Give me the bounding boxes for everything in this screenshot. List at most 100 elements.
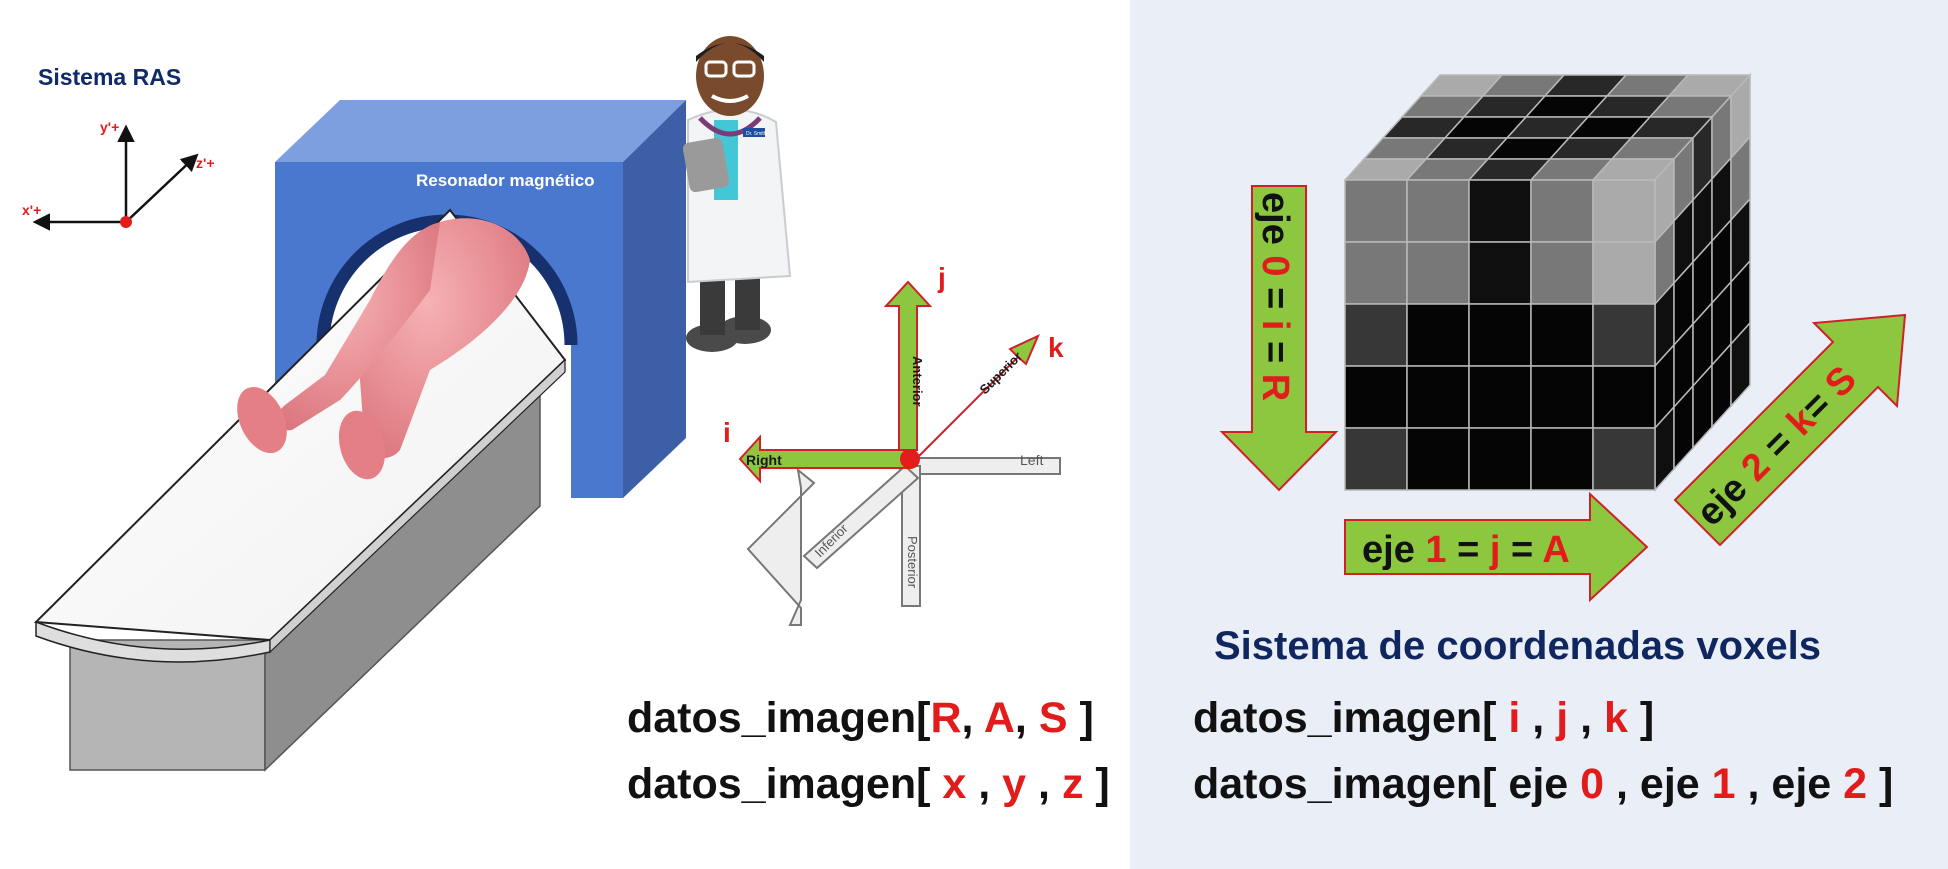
inferior-posterior-base [746, 467, 816, 626]
code-line-ijk: datos_imagen[ i , j , k ] [1193, 694, 1654, 743]
i-label: i [723, 417, 731, 448]
voxel-front [1530, 241, 1594, 305]
patient-right-foot [338, 410, 386, 480]
axis0-text: eje 0 = i = R [1254, 192, 1296, 401]
ras-axes: y'+ z'+ x'+ [22, 119, 215, 231]
axis1-arrow [1344, 491, 1649, 603]
code-sep: , [966, 760, 1003, 808]
cross-origin-dot [900, 449, 920, 469]
code-sep: , [1568, 694, 1604, 742]
doctor-glasses-left [704, 60, 728, 78]
voxel-front [1530, 427, 1594, 491]
axis0-number: 0 [1254, 255, 1296, 276]
voxel-front [1530, 179, 1594, 243]
axis1-eq2: = [1500, 529, 1542, 571]
axis2-arrow [1673, 313, 1907, 547]
voxel-front [1592, 427, 1656, 491]
code-line-ras: datos_imagen[R, A, S ] [627, 694, 1094, 743]
code-axis-1: 1 [1711, 760, 1736, 808]
doctor-illustration: Dr. Smith [682, 36, 792, 352]
code-prefix: datos_imagen[ [1193, 694, 1509, 742]
patient-left-foot [237, 386, 287, 454]
axis1-eq1: = [1447, 529, 1490, 571]
voxel-front [1468, 179, 1532, 243]
axis0-direction: R [1254, 374, 1296, 401]
doctor-head [696, 36, 764, 116]
voxel-front [1530, 303, 1594, 367]
x-axis-label: x'+ [22, 202, 41, 218]
code-line-xyz: datos_imagen[ x , y , z ] [627, 760, 1110, 809]
voxel-front [1406, 241, 1470, 305]
ras-title: Sistema RAS [38, 64, 182, 90]
scanner-side-face [623, 100, 686, 498]
voxel-front [1468, 365, 1532, 429]
code-suffix: ] [1083, 760, 1110, 808]
cube-side-face [1654, 73, 1751, 492]
voxel-front [1468, 427, 1532, 491]
voxel-front [1406, 427, 1470, 491]
axis1-text: eje 1 = j = A [1362, 529, 1570, 571]
anterior-label: Anterior [910, 356, 925, 407]
axis1-direction: A [1542, 529, 1569, 571]
code-suffix: ] [1867, 760, 1894, 808]
code-r: R [930, 694, 962, 742]
axis0-index: i [1254, 320, 1296, 331]
code-y: y [1002, 760, 1027, 808]
code-z: z [1061, 760, 1084, 808]
superior-arrow [909, 333, 1040, 466]
axis1-index: j [1489, 529, 1501, 571]
voxel-front [1468, 241, 1532, 305]
doctor-badge [743, 128, 765, 137]
doctor-stethoscope [698, 116, 762, 137]
voxel-front [1344, 427, 1408, 491]
scanner-label: Resonador magnético [416, 171, 595, 190]
code-suffix: ] [1627, 694, 1655, 742]
voxel-front [1406, 179, 1470, 243]
axis0-arrow [1219, 185, 1339, 492]
code-axis-0: 0 [1580, 760, 1605, 808]
axis0-word: eje [1254, 192, 1296, 255]
voxel-front [1406, 365, 1470, 429]
code-sep: , [961, 694, 984, 742]
direction-cross: j k i Anterior Superior Right Left Infer… [723, 262, 1064, 626]
voxel-title: Sistema de coordenadas voxels [1214, 624, 1821, 668]
code-sep: , eje [1604, 760, 1712, 808]
j-label: j [937, 262, 946, 293]
right-arrow [738, 434, 911, 484]
y-axis-label: y'+ [100, 119, 119, 135]
origin-dot [120, 216, 132, 228]
code-s: S [1038, 694, 1068, 742]
code-sep: , [1520, 694, 1557, 742]
code-prefix: datos_imagen[ eje [1193, 760, 1581, 808]
patient-body [237, 218, 530, 480]
code-j: j [1556, 694, 1569, 742]
code-sep: , eje [1735, 760, 1844, 808]
doctor-coat [687, 108, 792, 284]
axis0-eq1: = [1254, 277, 1296, 320]
bed-side-edge [269, 358, 566, 654]
posterior-label: Posterior [905, 536, 920, 589]
scanner-top-face [275, 100, 686, 162]
code-prefix: datos_imagen[ [627, 694, 931, 742]
z-axis-label: z'+ [196, 155, 215, 171]
code-sep: , [1026, 760, 1062, 808]
voxel-front [1406, 303, 1470, 367]
code-line-axes: datos_imagen[ eje 0 , eje 1 , eje 2 ] [1193, 760, 1893, 809]
voxel-front [1530, 365, 1594, 429]
voxel-front [1344, 179, 1408, 243]
voxel-front [1592, 179, 1656, 243]
code-sep: , [1014, 694, 1039, 742]
voxel-front [1344, 303, 1408, 367]
axis1-word: eje [1362, 529, 1425, 571]
doctor-mouth [711, 94, 749, 103]
voxel-side [1730, 321, 1751, 408]
doctor-badge-text: Dr. Smith [746, 131, 767, 137]
left-label: Left [1020, 452, 1043, 468]
right-label: Right [746, 452, 782, 468]
code-suffix: ] [1067, 694, 1094, 742]
voxel-cube [1343, 73, 1752, 492]
doctor-clipboard [682, 137, 730, 193]
doctor-hair [696, 43, 764, 62]
doctor-glasses-right [732, 60, 756, 78]
